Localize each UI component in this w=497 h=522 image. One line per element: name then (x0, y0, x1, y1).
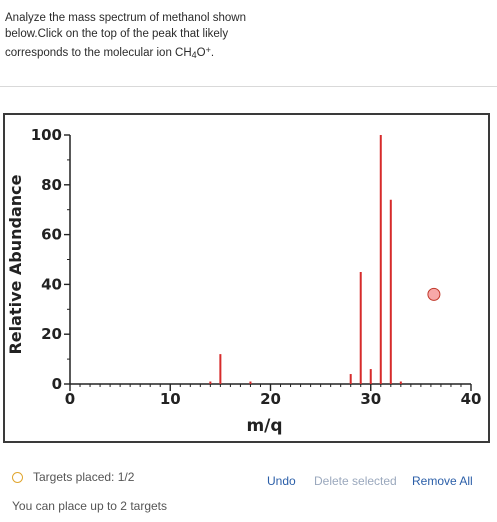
undo-button[interactable]: Undo (267, 474, 296, 488)
targets-placed-text: Targets placed: 1/2 (33, 470, 135, 484)
placed-target-marker[interactable] (427, 287, 441, 301)
status-circle-icon (12, 471, 23, 483)
x-tick-label: 0 (65, 390, 75, 408)
x-tick-label: 30 (360, 390, 381, 408)
mass-spectrum-chart[interactable]: 0 10 20 30 40 0 20 40 60 80 100 m/q Relative Abundan… (5, 115, 488, 441)
targets-hint: You can place up to 2 targets (12, 499, 168, 513)
y-tick-label: 0 (52, 375, 62, 393)
x-tick-label: 40 (461, 390, 482, 408)
y-tick-label: 80 (41, 176, 62, 194)
y-tick-label: 100 (31, 126, 62, 144)
y-tick-label: 20 (41, 325, 62, 343)
divider (0, 86, 497, 87)
remove-all-button[interactable]: Remove All (412, 474, 473, 488)
targets-status: Targets placed: 1/2 (12, 470, 134, 484)
question-line-3: corresponds to the molecular ion CH4O+. (5, 45, 215, 60)
question-line-1: Analyze the mass spectrum of methanol sh… (5, 12, 246, 24)
x-axis-label: m/q (246, 416, 282, 436)
mass-spectrum-plot[interactable]: 0 10 20 30 40 0 20 40 60 80 100 m/q Relative Abundan… (3, 113, 490, 443)
formula-superscript: + (205, 45, 211, 55)
delete-selected-button[interactable]: Delete selected (314, 474, 397, 488)
y-tick-label: 60 (41, 226, 62, 244)
y-axis-label: Relative Abundance (6, 174, 25, 354)
formula-subscript: 4 (191, 50, 197, 60)
x-tick-label: 10 (160, 390, 181, 408)
question-text: Analyze the mass spectrum of methanol sh… (5, 10, 275, 63)
question-line-2: below.Click on the top of the peak that … (5, 28, 229, 40)
y-tick-label: 40 (41, 275, 62, 293)
x-tick-label: 20 (260, 390, 281, 408)
